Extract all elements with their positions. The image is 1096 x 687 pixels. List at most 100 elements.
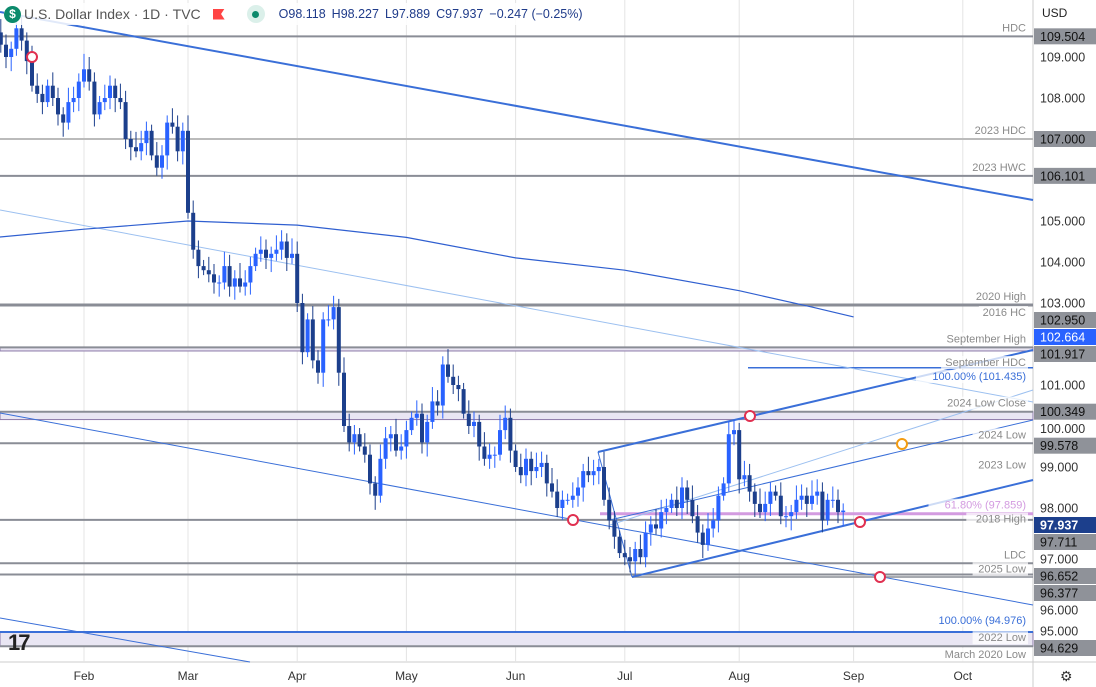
label-backdrop xyxy=(972,631,1028,645)
level-label: LDC xyxy=(1004,549,1026,561)
candle-body xyxy=(529,458,534,472)
label-backdrop xyxy=(972,458,1028,472)
candle-body xyxy=(264,249,268,258)
candle-body xyxy=(362,446,367,455)
candle-body xyxy=(170,122,175,127)
label-backdrop xyxy=(972,160,1028,174)
candle-body xyxy=(581,471,586,488)
y-tick-label: 108.000 xyxy=(1040,92,1085,106)
currency-selector[interactable]: USD xyxy=(1042,6,1068,20)
y-tick-label: 103.000 xyxy=(1040,297,1085,311)
candle-body xyxy=(232,278,237,287)
pivot-marker xyxy=(874,571,886,583)
level-label: 2024 Low Close xyxy=(947,398,1026,410)
candle-body xyxy=(108,85,112,98)
candle-body xyxy=(456,385,461,390)
candle-body xyxy=(217,282,222,284)
candle-body xyxy=(420,413,424,443)
label-backdrop xyxy=(972,428,1028,442)
level-zone xyxy=(0,631,1034,647)
candle-body xyxy=(300,303,305,353)
candle-body xyxy=(706,528,710,545)
tradingview-logo[interactable]: 17 xyxy=(8,630,31,655)
pivot-marker xyxy=(744,410,756,422)
candle-body xyxy=(763,503,768,513)
candle-body xyxy=(466,413,471,426)
candle-body xyxy=(149,130,154,156)
candle-body xyxy=(716,495,721,521)
x-tick-label: May xyxy=(395,669,418,683)
candle-body xyxy=(394,434,398,451)
candle-body xyxy=(425,421,430,443)
change-value: −0.247 (−0.25%) xyxy=(489,7,583,21)
source: TVC xyxy=(172,6,201,22)
axis-price-label: 96.652 xyxy=(1040,570,1078,584)
level-label: 2023 HDC xyxy=(975,125,1026,137)
candle-body xyxy=(368,454,372,484)
candle-body xyxy=(14,28,19,49)
x-tick-label: Feb xyxy=(74,669,95,683)
candle-body xyxy=(404,430,409,447)
candle-body xyxy=(40,93,45,103)
symbol-name: U.S. Dollar Index xyxy=(24,6,130,22)
flag-icon[interactable] xyxy=(212,8,225,20)
candle-body xyxy=(659,512,664,529)
annotation-label: September HDC xyxy=(945,357,1026,369)
candle-body xyxy=(498,430,502,455)
candle-body xyxy=(524,458,528,476)
candle-body xyxy=(45,85,50,103)
candle-body xyxy=(690,499,695,517)
x-tick-label: Aug xyxy=(729,669,750,683)
candle-body xyxy=(695,516,700,533)
candle-body xyxy=(518,467,523,476)
candle-body xyxy=(576,487,580,496)
level-zone xyxy=(0,411,1034,421)
candle-body xyxy=(820,491,825,521)
annotation-label: March 2020 Low xyxy=(945,649,1026,661)
candle-body xyxy=(638,549,643,558)
candle-body xyxy=(700,532,705,545)
candle-body xyxy=(560,499,565,508)
candle-body xyxy=(113,85,118,98)
candle-body xyxy=(841,510,846,513)
candle-body xyxy=(295,253,300,303)
candle-body xyxy=(622,553,627,558)
candle-body xyxy=(550,483,554,492)
candle-body xyxy=(165,122,170,156)
candle-body xyxy=(602,467,606,500)
candle-body xyxy=(778,495,783,517)
level-label: 2022 Low xyxy=(978,632,1026,644)
low-value: L97.889 xyxy=(384,7,431,21)
candle-body xyxy=(836,499,840,513)
annotation-label: 100.00% (101.435) xyxy=(932,371,1026,383)
settings-icon[interactable]: ⚙ xyxy=(1060,668,1073,684)
candle-body xyxy=(508,417,513,451)
candle-body xyxy=(50,85,55,98)
candle-body xyxy=(0,32,3,45)
axis-price-label: 96.377 xyxy=(1040,587,1078,601)
candle-body xyxy=(664,508,669,513)
candle-body xyxy=(9,48,14,57)
ma-price-box xyxy=(1034,329,1096,345)
candle-body xyxy=(586,471,591,476)
symbol-header[interactable]: $ U.S. Dollar Index · 1D · TVC O98.118 H… xyxy=(4,3,595,25)
candle-body xyxy=(685,487,690,500)
axis-price-box xyxy=(1034,640,1096,656)
y-tick-label: 100.000 xyxy=(1040,422,1085,436)
level-label: 2018 High xyxy=(976,514,1026,526)
annotation-label: 2016 HC xyxy=(983,307,1026,319)
candle-body xyxy=(154,155,159,168)
candle-body xyxy=(222,266,227,283)
dollar-logo-icon: $ xyxy=(4,5,21,23)
candle-body xyxy=(737,430,742,480)
interval[interactable]: 1D xyxy=(142,6,161,22)
candle-body xyxy=(61,114,66,123)
label-backdrop xyxy=(1004,548,1028,562)
close-value: C97.937 xyxy=(436,7,484,21)
trendline xyxy=(0,412,1034,606)
candle-body xyxy=(555,491,560,508)
candle-body xyxy=(253,253,258,267)
market-status-icon[interactable] xyxy=(246,5,265,23)
candle-body xyxy=(331,307,336,320)
